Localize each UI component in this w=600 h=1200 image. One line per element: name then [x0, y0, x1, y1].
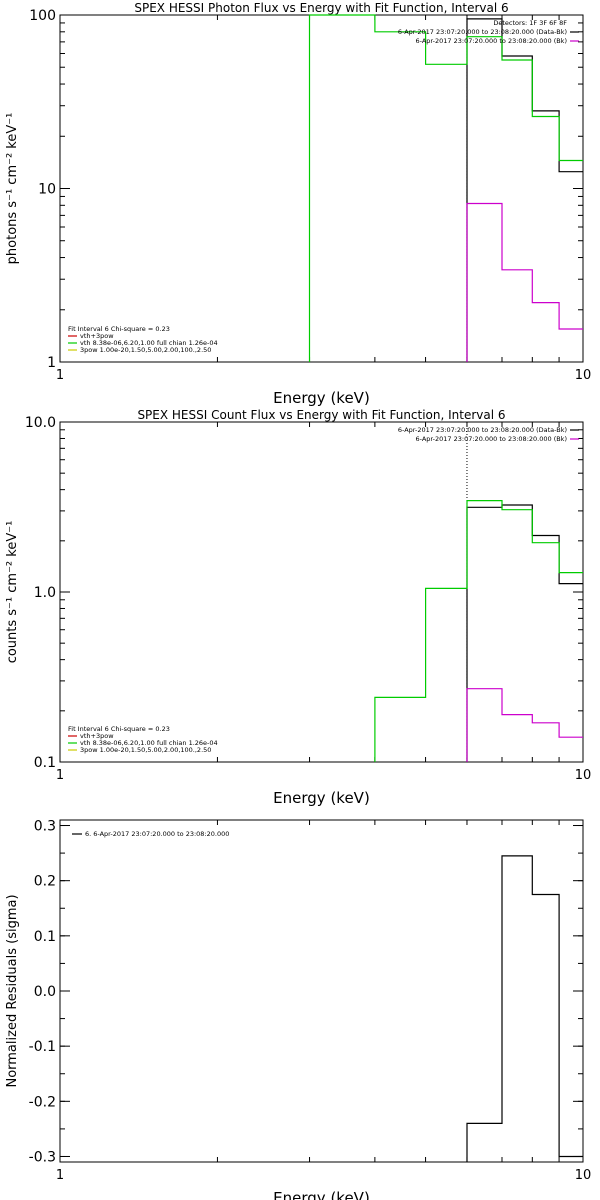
- photon-legend-entry: Detectors: 1F 3F 6F 8F: [493, 19, 567, 27]
- photon-legend-entry: 6-Apr-2017 23:07:20.000 to 23:08:20.000 …: [398, 28, 567, 36]
- residual-y-tick-label: 0.2: [34, 874, 56, 890]
- count-y-axis-label: counts s⁻¹ cm⁻² keV⁻¹: [5, 521, 20, 664]
- count-x-axis-label: Energy (keV): [273, 789, 370, 807]
- photon-y-tick-label: 10: [38, 182, 56, 198]
- residual-y-axis-label: Normalized Residuals (sigma): [5, 894, 20, 1087]
- photon-y-axis-label: photons s⁻¹ cm⁻² keV⁻¹: [5, 113, 20, 265]
- residual-x-tick-label: 1: [56, 1168, 64, 1183]
- photon-series-2-step-line: [466, 202, 583, 362]
- count-y-tick-label: 10.0: [25, 415, 56, 431]
- photon-series-0-step-line: [466, 18, 583, 362]
- count-flux-panel: SPEX HESSI Count Flux vs Energy with Fit…: [5, 408, 591, 807]
- count-legend-entry: Fit Interval 6 Chi-square = 0.23: [68, 725, 170, 733]
- photon-legend-entry: 6-Apr-2017 23:07:20.000 to 23:08:20.000 …: [416, 37, 567, 45]
- photon-y-tick-label: 1: [47, 355, 56, 371]
- photon-x-axis-label: Energy (keV): [273, 389, 370, 407]
- residual-series-0-step-line: [466, 855, 583, 1162]
- residual-y-tick-label: 0.0: [34, 984, 56, 1000]
- photon-x-tick-label: 1: [56, 368, 64, 383]
- residual-x-axis-label: Energy (keV): [273, 1189, 370, 1200]
- residual-plot-frame: [59, 819, 584, 1163]
- count-legend-entry: vth+3pow: [80, 732, 114, 740]
- count-y-tick-label: 1.0: [34, 585, 56, 601]
- photon-series-1-step-line: [308, 14, 583, 362]
- residual-y-tick-label: -0.3: [29, 1149, 56, 1165]
- residual-y-tick-label: -0.2: [29, 1094, 56, 1110]
- count-x-tick-label: 1: [56, 768, 64, 783]
- residual-legend-entry: 6. 6-Apr-2017 23:07:20.000 to 23:08:20.0…: [85, 830, 229, 838]
- count-series-1-step-line: [374, 500, 583, 762]
- photon-plot-frame: [59, 14, 584, 363]
- residual-y-tick-label: 0.1: [34, 929, 56, 945]
- residual-y-tick-label: -0.1: [29, 1039, 56, 1055]
- photon-flux-panel: SPEX HESSI Photon Flux vs Energy with Fi…: [5, 1, 591, 407]
- count-chart-title: SPEX HESSI Count Flux vs Energy with Fit…: [137, 408, 505, 422]
- residual-x-tick-label: 10: [575, 1168, 592, 1183]
- count-series-0-step-line: [466, 504, 583, 762]
- photon-x-tick-label: 10: [575, 368, 592, 383]
- photon-legend-entry: 3pow 1.00e-20,1.50,5.00,2.00,100.,2.50: [80, 346, 211, 354]
- residuals-panel: 1 10 Energy (keV) 0.3 0.2 0.1 0.0 -0.1 -0.2 -0.3 N…: [5, 819, 591, 1200]
- count-plot-frame: [59, 421, 584, 763]
- residual-y-tick-label: 0.3: [34, 819, 56, 835]
- photon-legend-entry: vth 8.38e-06,6.20,1.00 full chian 1.26e-…: [80, 339, 218, 347]
- count-legend-entry: vth 8.38e-06,6.20,1.00 full chian 1.26e-…: [80, 739, 218, 747]
- count-legend-entry: 6-Apr-2017 23:07:20.000 to 23:08:20.000 …: [398, 426, 567, 434]
- count-legend-entry: 3pow 1.00e-20,1.50,5.00,2.00,100.,2.50: [80, 746, 211, 754]
- count-legend-entry: 6-Apr-2017 23:07:20.000 to 23:08:20.000 …: [416, 435, 567, 443]
- photon-legend-entry: Fit Interval 6 Chi-square = 0.23: [68, 325, 170, 333]
- photon-legend-entry: vth+3pow: [80, 332, 114, 340]
- count-x-tick-label: 10: [575, 768, 592, 783]
- photon-chart-title: SPEX HESSI Photon Flux vs Energy with Fi…: [134, 1, 508, 15]
- count-series-2-step-line: [466, 688, 583, 762]
- count-y-tick-label: 0.1: [34, 755, 56, 771]
- photon-y-tick-label: 100: [29, 8, 56, 24]
